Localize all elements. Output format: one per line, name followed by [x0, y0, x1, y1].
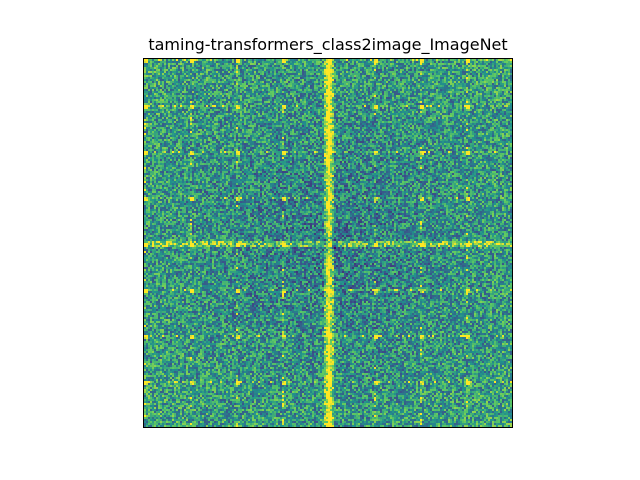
heatmap-image — [144, 59, 512, 427]
heatmap-axes — [143, 58, 513, 428]
chart-title: taming-transformers_class2image_ImageNet — [148, 35, 508, 54]
